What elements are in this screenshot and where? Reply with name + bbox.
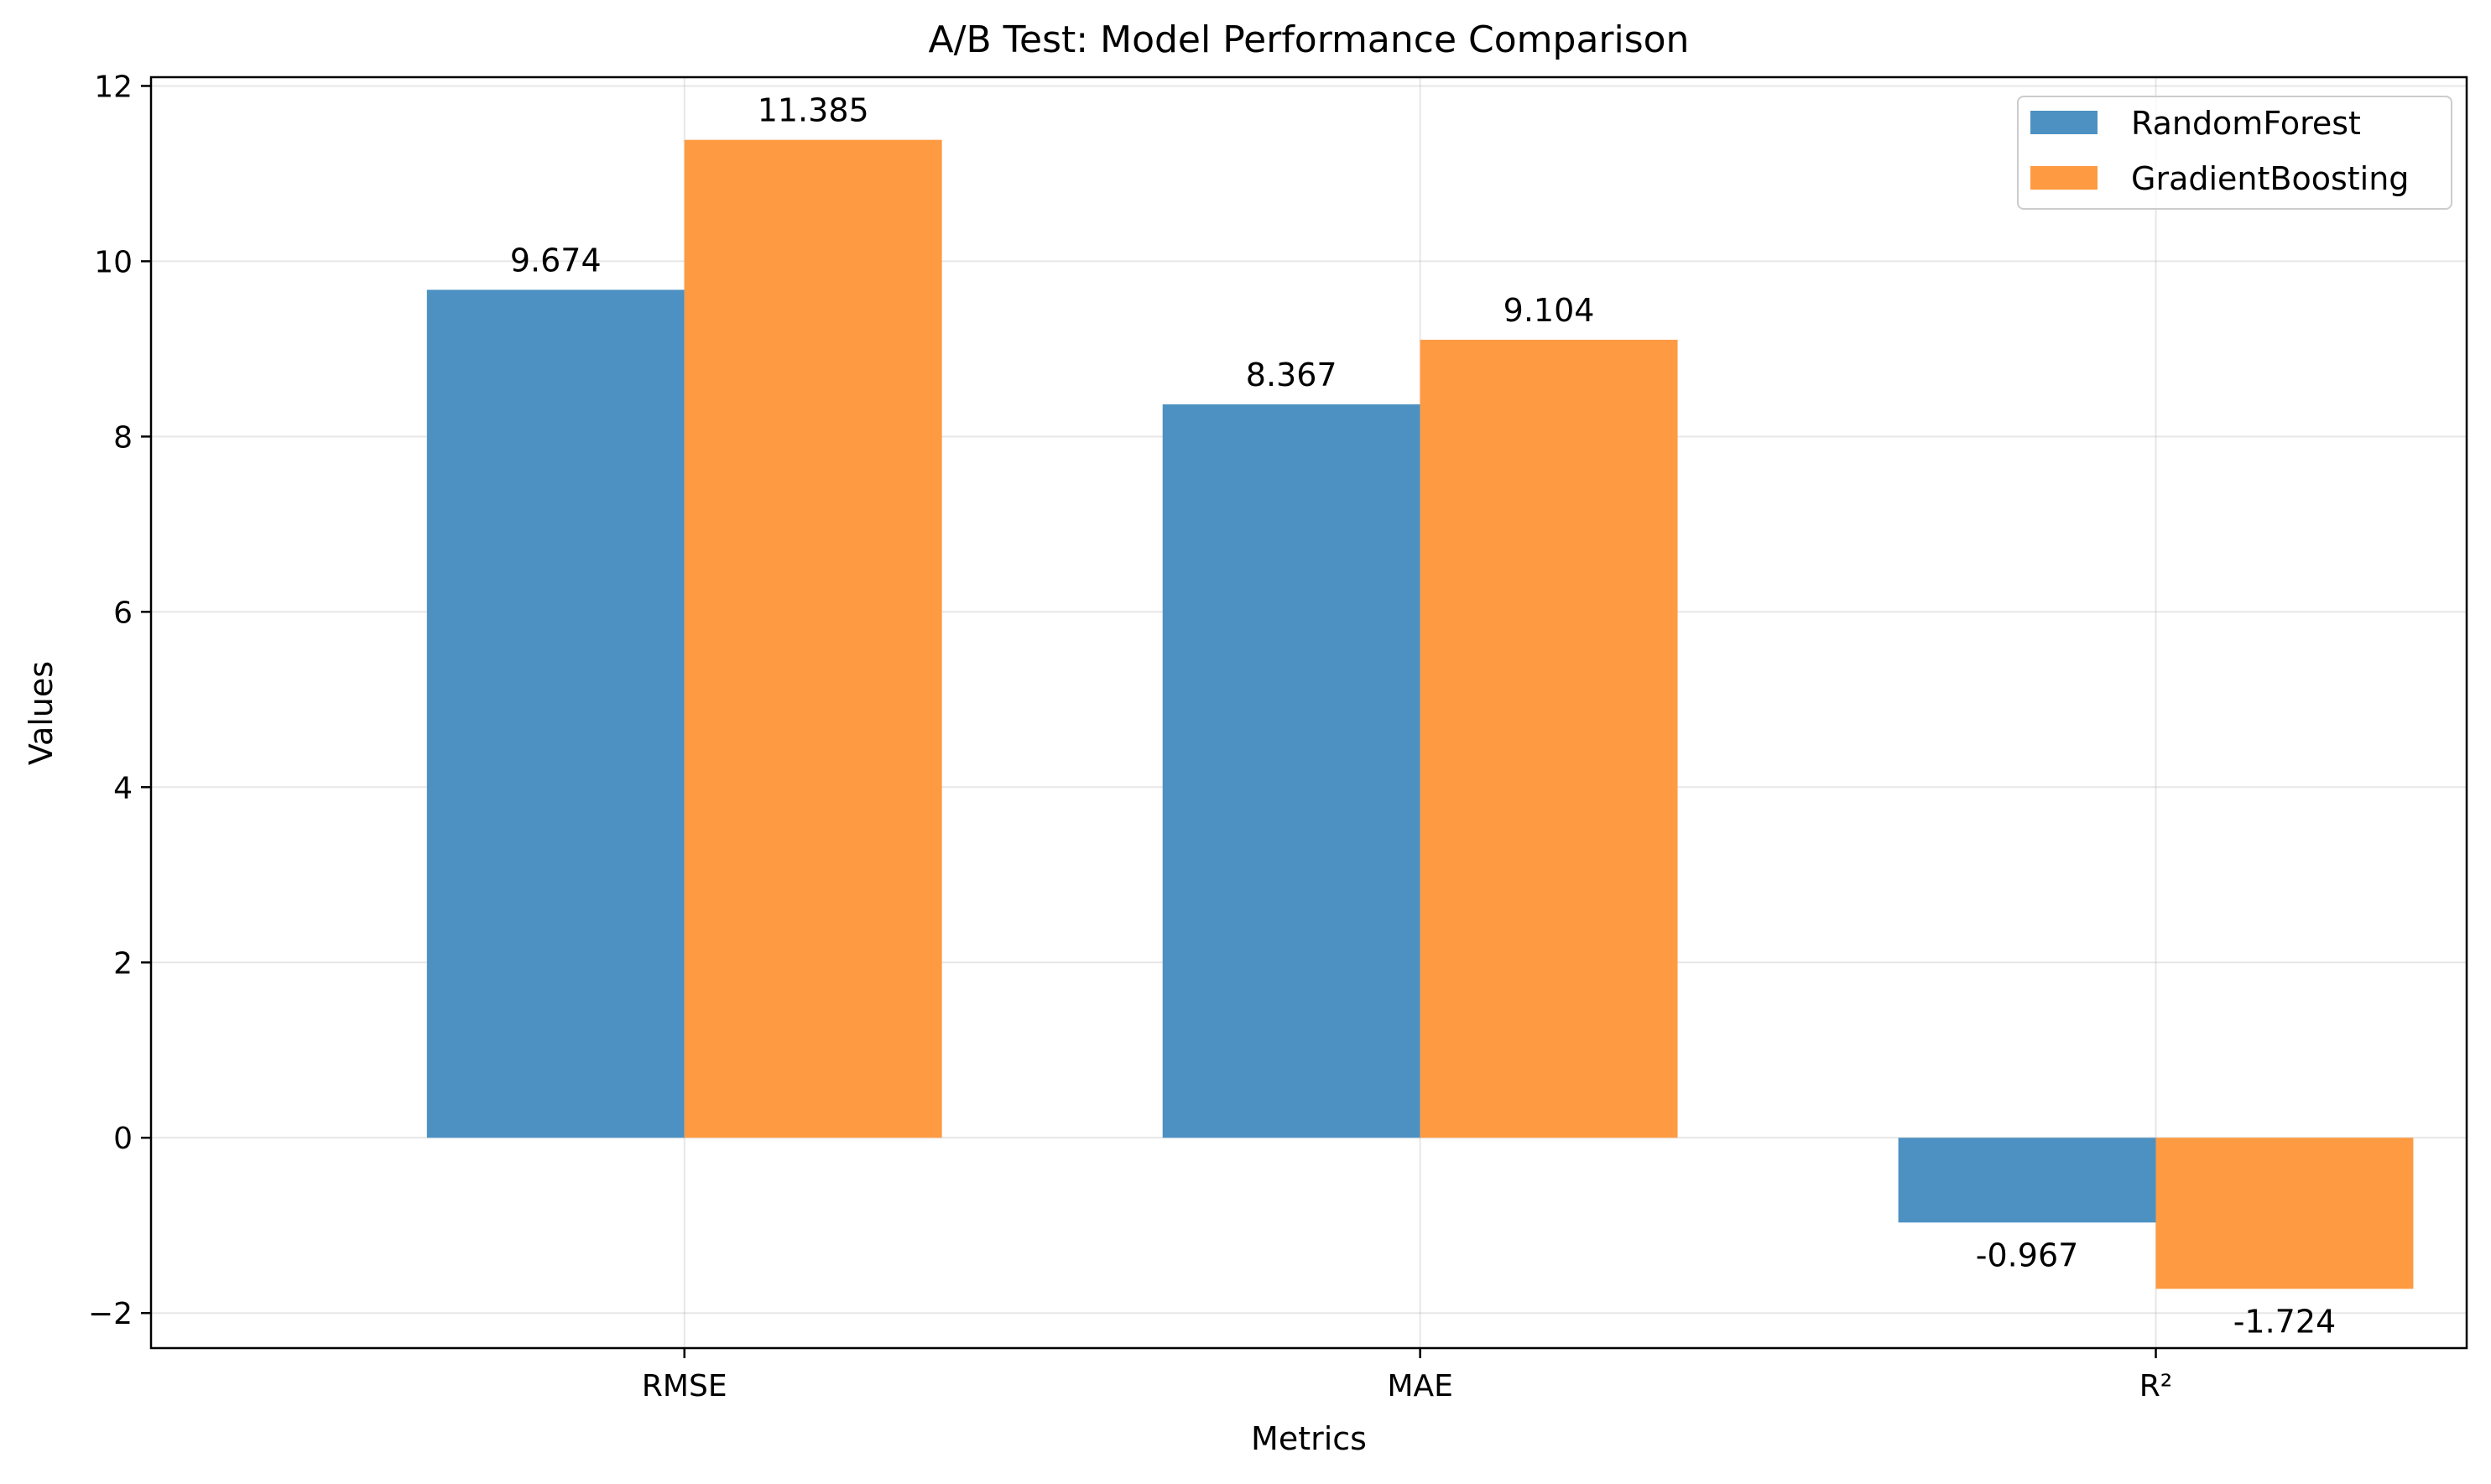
axis-ticks: −2 0 2 4 6 8 10 12 RMSE MAE R² [88, 70, 2172, 1403]
bar-gradientboosting-r [2155, 1138, 2414, 1289]
plot-frame [149, 76, 2468, 1350]
bar-gradientboosting-mae [1420, 340, 1678, 1138]
legend-box [2017, 96, 2452, 210]
bar-randomforest-rmse [426, 289, 685, 1138]
legend-label-gradientboosting: GradientBoosting [2131, 160, 2409, 197]
bar-gradientboosting-rmse [684, 139, 942, 1138]
bar-randomforest-mae [1162, 404, 1420, 1138]
bar-value-label-gradientboosting-mae: 9.104 [1503, 292, 1595, 329]
bar-value-labels: 9.674 8.367 -0.967 11.385 9.104 -1.724 [510, 92, 2336, 1341]
y-tick-label: 8 [113, 420, 133, 455]
legend-swatch-randomforest [2030, 111, 2098, 134]
y-tick-label: 12 [94, 70, 133, 104]
legend-swatch-gradientboosting [2030, 166, 2098, 190]
y-tick-label: 4 [113, 771, 133, 805]
x-tick-label-mae: MAE [1387, 1369, 1452, 1403]
bar-value-label-gradientboosting-r: -1.724 [2233, 1303, 2337, 1340]
x-tick-label-rmse: RMSE [642, 1369, 727, 1403]
bar-value-label-randomforest-r: -0.967 [1976, 1237, 2079, 1273]
bar-randomforest-r [1898, 1138, 2156, 1223]
x-axis-label: Metrics [1251, 1420, 1367, 1457]
legend-label-randomforest: RandomForest [2131, 105, 2361, 142]
x-tick-label-r: R² [2139, 1369, 2172, 1403]
chart-title: A/B Test: Model Performance Comparison [929, 18, 1690, 61]
bars [426, 139, 2414, 1289]
y-tick-label: 10 [94, 245, 133, 279]
bar-value-label-randomforest-mae: 8.367 [1246, 357, 1337, 393]
legend: RandomForest GradientBoosting [2017, 96, 2452, 210]
bar-value-label-gradientboosting-rmse: 11.385 [758, 92, 869, 129]
y-tick-label: 0 [113, 1122, 133, 1156]
y-axis-label: Values [23, 661, 60, 765]
bar-value-label-randomforest-rmse: 9.674 [510, 242, 602, 279]
y-tick-label: −2 [88, 1297, 133, 1331]
y-tick-label: 6 [113, 596, 133, 630]
y-tick-label: 2 [113, 946, 133, 981]
